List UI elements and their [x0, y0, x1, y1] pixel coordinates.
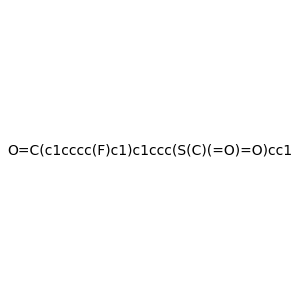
- Text: O=C(c1cccc(F)c1)c1ccc(S(C)(=O)=O)cc1: O=C(c1cccc(F)c1)c1ccc(S(C)(=O)=O)cc1: [8, 143, 292, 157]
